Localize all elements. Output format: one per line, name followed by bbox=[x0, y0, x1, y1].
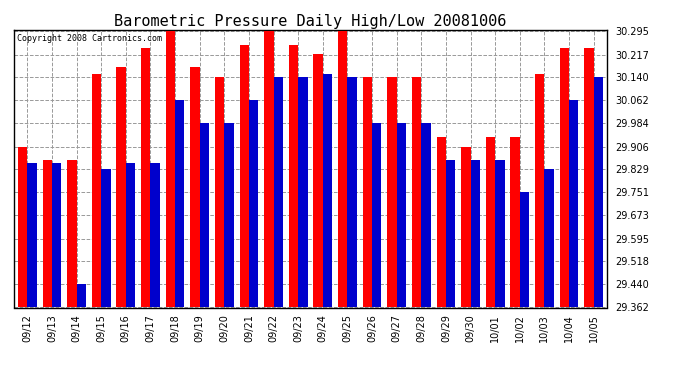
Title: Barometric Pressure Daily High/Low 20081006: Barometric Pressure Daily High/Low 20081… bbox=[115, 14, 506, 29]
Bar bbox=[239, 45, 249, 308]
Bar bbox=[117, 67, 126, 308]
Bar bbox=[166, 32, 175, 308]
Bar bbox=[77, 284, 86, 308]
Bar bbox=[495, 160, 504, 308]
Bar bbox=[141, 48, 150, 308]
Bar bbox=[323, 74, 332, 307]
Bar bbox=[313, 54, 323, 307]
Bar bbox=[264, 32, 273, 308]
Bar bbox=[397, 123, 406, 308]
Bar bbox=[92, 74, 101, 307]
Bar bbox=[560, 48, 569, 308]
Bar bbox=[461, 147, 471, 308]
Bar bbox=[348, 77, 357, 308]
Bar bbox=[338, 32, 348, 308]
Bar bbox=[43, 160, 52, 308]
Bar bbox=[437, 136, 446, 308]
Bar bbox=[486, 136, 495, 308]
Bar bbox=[215, 77, 224, 308]
Bar bbox=[544, 170, 554, 308]
Bar bbox=[422, 123, 431, 308]
Bar bbox=[273, 77, 283, 308]
Bar bbox=[412, 77, 422, 308]
Bar bbox=[520, 192, 529, 308]
Bar bbox=[593, 77, 603, 308]
Bar bbox=[249, 100, 258, 308]
Bar bbox=[471, 160, 480, 308]
Bar bbox=[224, 123, 234, 308]
Bar bbox=[289, 45, 298, 308]
Bar bbox=[387, 77, 397, 308]
Bar bbox=[18, 147, 28, 308]
Text: Copyright 2008 Cartronics.com: Copyright 2008 Cartronics.com bbox=[17, 34, 161, 43]
Bar bbox=[199, 123, 209, 308]
Bar bbox=[535, 74, 544, 307]
Bar bbox=[126, 163, 135, 308]
Bar bbox=[569, 100, 578, 308]
Bar bbox=[67, 160, 77, 308]
Bar bbox=[28, 163, 37, 308]
Bar bbox=[584, 48, 593, 308]
Bar bbox=[101, 170, 110, 308]
Bar bbox=[363, 77, 372, 308]
Bar bbox=[190, 67, 199, 308]
Bar bbox=[446, 160, 455, 308]
Bar bbox=[150, 163, 160, 308]
Bar bbox=[52, 163, 61, 308]
Bar bbox=[298, 77, 308, 308]
Bar bbox=[372, 123, 382, 308]
Bar bbox=[511, 136, 520, 308]
Bar bbox=[175, 100, 184, 308]
